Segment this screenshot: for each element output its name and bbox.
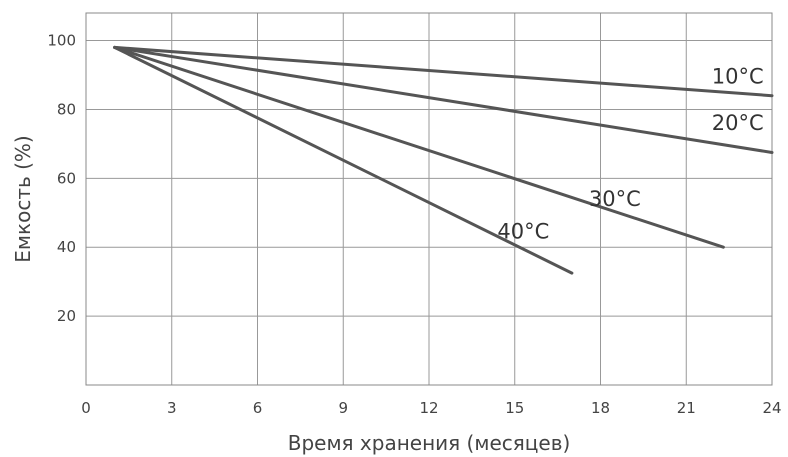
y-tick-label: 80 — [57, 100, 76, 118]
x-tick-label: 6 — [253, 399, 263, 417]
y-tick-label: 40 — [57, 238, 76, 256]
y-tick-labels: 20 40 60 80 100 — [47, 32, 76, 326]
x-tick-label: 24 — [762, 399, 781, 417]
series-line — [113, 45, 774, 98]
x-tick-labels: 0 3 6 9 12 15 18 21 24 — [81, 399, 781, 417]
x-tick-label: 12 — [419, 399, 438, 417]
y-tick-label: 20 — [57, 307, 76, 325]
x-tick-label: 21 — [677, 399, 696, 417]
y-tick-label: 100 — [47, 32, 76, 50]
x-tick-label: 0 — [81, 399, 91, 417]
series-lines — [113, 45, 774, 275]
series-line — [113, 45, 574, 275]
x-tick-label: 15 — [505, 399, 524, 417]
series-label: 20°C — [712, 111, 764, 135]
series-label: 30°C — [589, 187, 641, 211]
y-axis-label: Емкость (%) — [11, 135, 35, 262]
plot-border — [85, 12, 773, 386]
x-tick-label: 9 — [338, 399, 348, 417]
series-line — [113, 45, 725, 249]
y-tick-label: 60 — [57, 169, 76, 187]
x-tick-label: 3 — [167, 399, 177, 417]
series-labels: 10°C 20°C 30°C 40°C — [497, 65, 763, 244]
series-label: 40°C — [497, 220, 549, 244]
series-label: 10°C — [712, 65, 764, 89]
x-tick-label: 18 — [591, 399, 610, 417]
plot-frame — [85, 12, 773, 386]
series-line — [113, 45, 774, 154]
grid — [86, 13, 772, 385]
x-axis-label: Время хранения (месяцев) — [288, 431, 571, 455]
